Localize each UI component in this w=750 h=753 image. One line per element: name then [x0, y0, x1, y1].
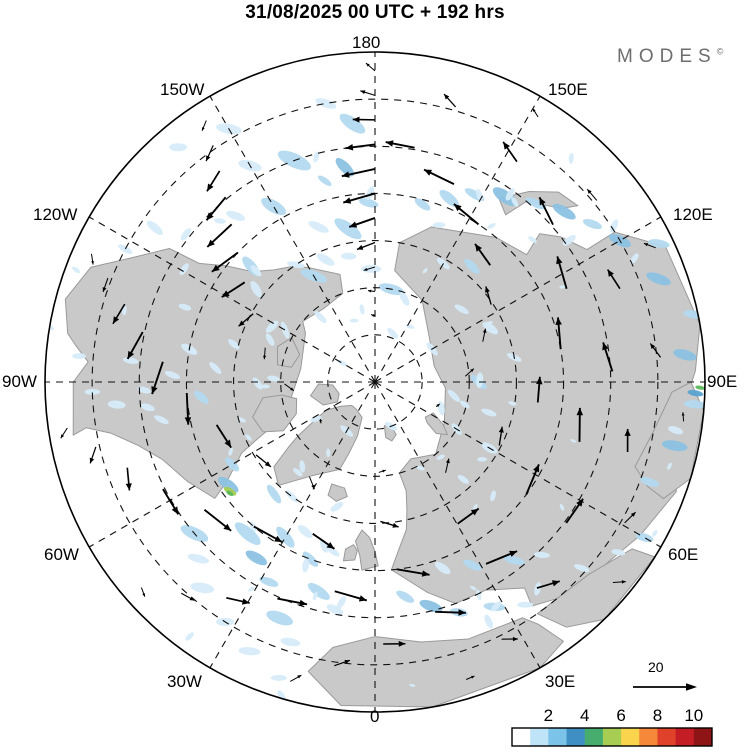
- map-contents: [45, 52, 706, 712]
- lon-label-150w: 150W: [160, 80, 204, 100]
- colorbar-segment: [621, 728, 640, 746]
- colorbar-segment: [512, 728, 531, 746]
- lon-label-60e: 60E: [668, 545, 698, 565]
- lon-label-90e: 90E: [707, 372, 737, 392]
- colorbar-segment: [548, 728, 567, 746]
- lon-label-90w: 90W: [2, 372, 37, 392]
- lon-label-120w: 120W: [33, 205, 77, 225]
- colorbar-segment: [676, 728, 695, 746]
- precip-blob: [271, 675, 287, 681]
- lon-label-30w: 30W: [167, 672, 202, 692]
- lon-label-120e: 120E: [673, 205, 713, 225]
- colorbar-segment: [639, 728, 658, 746]
- lon-label-150e: 150E: [548, 80, 588, 100]
- wind-scale-value: 20: [648, 659, 664, 675]
- precip-blob: [72, 353, 86, 359]
- lon-label-0: 0: [370, 707, 379, 727]
- wind-scale-legend: 20: [628, 659, 718, 699]
- lon-label-180: 180: [352, 33, 380, 53]
- colorbar-segment: [567, 728, 586, 746]
- lon-label-30e: 30E: [545, 672, 575, 692]
- colorbar-segment: [657, 728, 676, 746]
- colorbar-tick-10: 10: [672, 706, 716, 726]
- colorbar-segment: [603, 728, 622, 746]
- colorbar-segment: [530, 728, 549, 746]
- precip-blob: [361, 265, 381, 273]
- colorbar-segment: [694, 728, 713, 746]
- precip-blob: [169, 143, 187, 151]
- colorbar-segment: [585, 728, 604, 746]
- precip-blob: [517, 602, 533, 608]
- lon-label-60w: 60W: [44, 545, 79, 565]
- wind-scale-arrow-icon: [628, 659, 718, 699]
